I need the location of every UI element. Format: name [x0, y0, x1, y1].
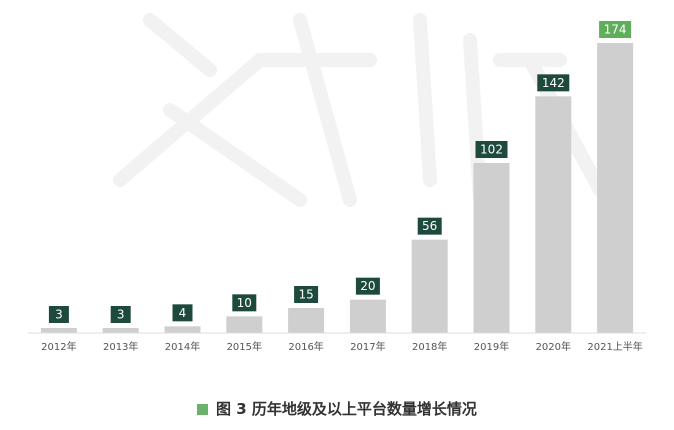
bar-8: [535, 96, 572, 333]
bar-9: [597, 43, 634, 333]
x-tick-label-5: 2017年: [350, 340, 385, 353]
bar-1: [102, 328, 139, 333]
bar-6: [411, 239, 448, 333]
data-label-0: 3: [55, 308, 63, 322]
data-label-box-0: [48, 306, 69, 323]
data-label-8: 142: [542, 76, 565, 90]
x-tick-label-0: 2012年: [41, 340, 76, 353]
watermark-text: [113, 13, 607, 207]
data-label-box-9: [599, 21, 632, 38]
data-label-4: 15: [298, 288, 313, 302]
bar-4: [288, 308, 325, 333]
bar-chart: 3 3 4 10 15 20 56 102 142 174 2012年 2013年 2014年 2015…: [28, 13, 646, 353]
data-label-1: 3: [117, 308, 125, 322]
caption-marker-icon: [197, 404, 209, 415]
bar-0: [40, 328, 77, 333]
caption-text: 图 3 历年地级及以上平台数量增长情况: [216, 400, 477, 418]
x-tick-label-4: 2016年: [288, 340, 323, 353]
x-tick-label-7: 2019年: [474, 340, 509, 353]
data-label-9: 174: [604, 23, 627, 37]
data-label-7: 102: [480, 143, 503, 157]
x-tick-label-6: 2018年: [412, 340, 447, 353]
x-tick-label-9: 2021上半年: [587, 340, 642, 353]
x-tick-label-2: 2014年: [165, 340, 200, 353]
data-label-5: 20: [360, 279, 375, 293]
data-label-box-6: [417, 217, 442, 235]
x-tick-label-1: 2013年: [103, 340, 138, 353]
data-label-box-2: [172, 304, 193, 322]
data-label-6: 56: [422, 219, 437, 233]
figure-caption: 图 3 历年地级及以上平台数量增长情况: [0, 398, 674, 419]
data-label-box-5: [355, 277, 380, 295]
data-label-3: 10: [237, 296, 252, 310]
data-label-box-1: [110, 306, 131, 323]
x-tick-label-3: 2015年: [227, 340, 262, 353]
data-label-box-8: [537, 74, 570, 92]
data-label-box-7: [475, 141, 508, 158]
bar-2: [164, 326, 201, 333]
x-tick-label-8: 2020年: [536, 340, 571, 353]
bar-3: [226, 316, 263, 333]
bar-7: [473, 163, 510, 333]
bar-5: [349, 299, 386, 333]
data-label-box-3: [232, 294, 257, 312]
data-label-2: 4: [179, 306, 187, 320]
data-label-box-4: [294, 286, 319, 303]
